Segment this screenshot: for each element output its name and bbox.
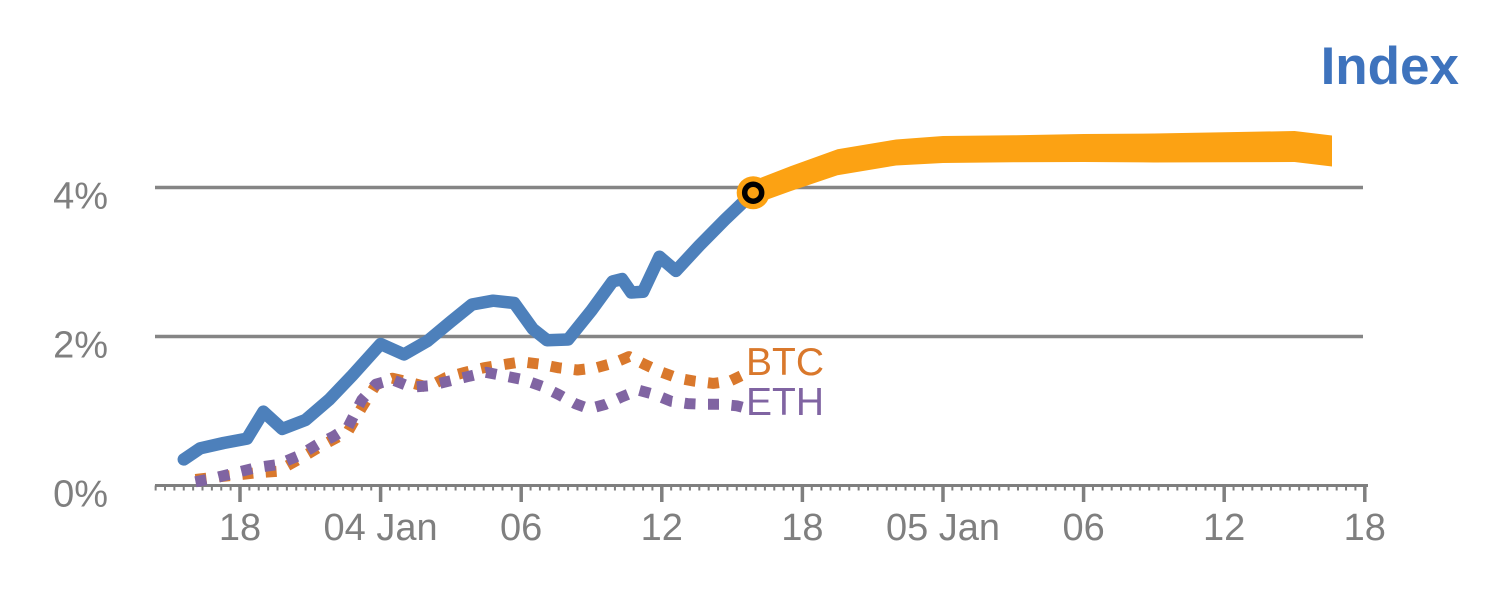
- forecast-marker-outer: [736, 176, 770, 210]
- index-forecast-band: [753, 131, 1332, 205]
- x-tick-label: 18: [219, 507, 261, 549]
- x-tick-label: 18: [781, 507, 823, 549]
- forecast-marker-ring: [741, 181, 765, 204]
- index-line: [177, 186, 760, 466]
- btc-series-label: BTC: [746, 341, 824, 384]
- chart-title: Index: [1320, 37, 1459, 96]
- x-tick-label: 12: [641, 507, 683, 549]
- x-tick-label: 06: [500, 507, 542, 549]
- eth-series-label: ETH: [746, 381, 824, 424]
- y-tick-label: 4%: [53, 176, 108, 218]
- y-tick-label: 2%: [53, 325, 108, 367]
- x-tick-label: 06: [1062, 507, 1104, 549]
- x-tick-label: 05 Jan: [886, 507, 1000, 549]
- y-tick-label: 0%: [53, 474, 108, 516]
- x-tick-label: 18: [1344, 507, 1386, 549]
- eth-dotted-line: [194, 366, 753, 488]
- x-tick-label: 04 Jan: [324, 507, 438, 549]
- x-tick-label: 12: [1203, 507, 1245, 549]
